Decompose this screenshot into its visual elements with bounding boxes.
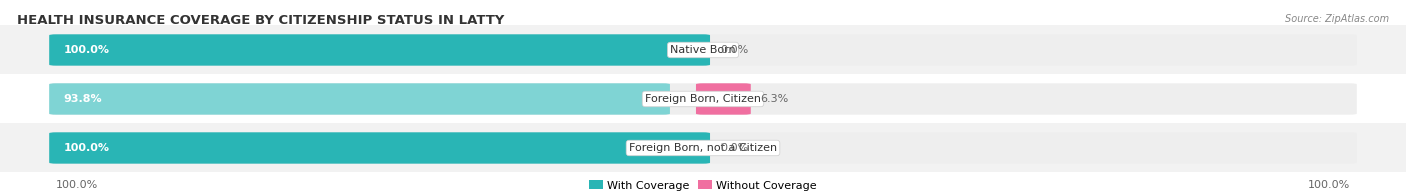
FancyBboxPatch shape xyxy=(49,132,710,164)
Text: 100.0%: 100.0% xyxy=(1308,180,1350,191)
FancyBboxPatch shape xyxy=(49,83,1357,115)
Text: 100.0%: 100.0% xyxy=(63,45,110,55)
FancyBboxPatch shape xyxy=(0,25,1406,74)
Text: 100.0%: 100.0% xyxy=(56,180,98,191)
Text: 0.0%: 0.0% xyxy=(720,45,748,55)
FancyBboxPatch shape xyxy=(0,74,1406,123)
Text: 6.3%: 6.3% xyxy=(761,94,789,104)
FancyBboxPatch shape xyxy=(49,83,669,115)
FancyBboxPatch shape xyxy=(0,123,1406,172)
FancyBboxPatch shape xyxy=(696,83,751,115)
Text: Foreign Born, Citizen: Foreign Born, Citizen xyxy=(645,94,761,104)
Text: 100.0%: 100.0% xyxy=(63,143,110,153)
Legend: With Coverage, Without Coverage: With Coverage, Without Coverage xyxy=(585,176,821,195)
Text: Source: ZipAtlas.com: Source: ZipAtlas.com xyxy=(1285,14,1389,24)
FancyBboxPatch shape xyxy=(49,34,1357,66)
Text: Foreign Born, not a Citizen: Foreign Born, not a Citizen xyxy=(628,143,778,153)
Text: HEALTH INSURANCE COVERAGE BY CITIZENSHIP STATUS IN LATTY: HEALTH INSURANCE COVERAGE BY CITIZENSHIP… xyxy=(17,14,505,27)
Text: Native Born: Native Born xyxy=(671,45,735,55)
FancyBboxPatch shape xyxy=(49,132,1357,164)
Text: 93.8%: 93.8% xyxy=(63,94,101,104)
Text: 0.0%: 0.0% xyxy=(720,143,748,153)
FancyBboxPatch shape xyxy=(49,34,710,66)
